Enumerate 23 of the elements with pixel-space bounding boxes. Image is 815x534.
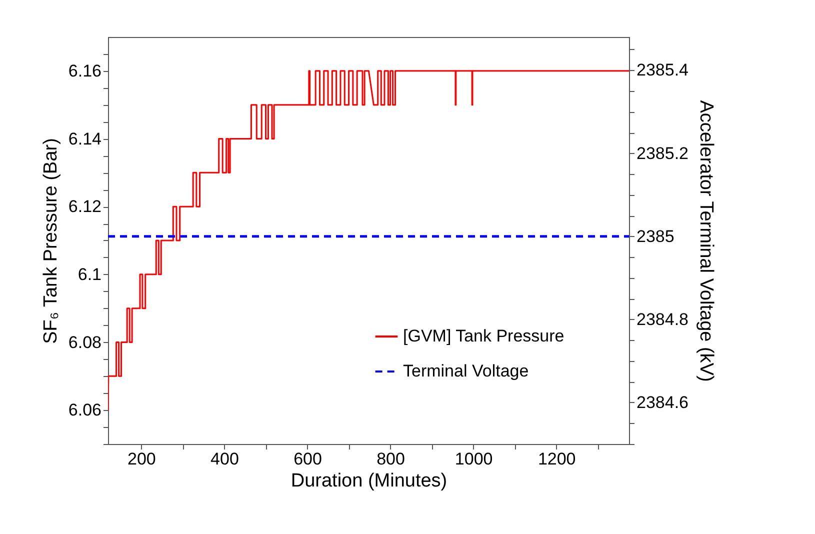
x-tick-label: 400	[210, 450, 239, 468]
y-tick-label: 6.06	[68, 400, 102, 420]
x-tick-label: 1200	[538, 450, 576, 468]
legend-label: Terminal Voltage	[403, 362, 529, 380]
y2-tick-label: 2384.6	[636, 392, 688, 412]
y2-tick-label: 2385	[636, 226, 674, 246]
y-tick-label: 6.16	[68, 61, 102, 80]
line-series	[108, 70, 629, 411]
x-tick-label: 600	[294, 450, 322, 468]
y-tick-label: 6.12	[68, 197, 102, 216]
legend-label: [GVM] Tank Pressure	[403, 326, 564, 346]
y2-tick-label: 2385.4	[636, 60, 688, 80]
x-axis-title: Duration (Minutes)	[290, 470, 448, 492]
y-axis-title: SF₆ Tank Pressure (Bar)	[40, 138, 62, 344]
y2-axis-title: Accelerator Terminal Voltage (kV)	[695, 100, 716, 382]
y2-tick-label: 2384.8	[636, 310, 688, 329]
y-tick-label: 6.1	[78, 264, 102, 284]
y-tick-label: 6.14	[68, 129, 102, 148]
x-tick-label: 800	[376, 450, 405, 468]
x-tick-label: 200	[128, 450, 156, 468]
x-tick-label: 1000	[454, 450, 493, 468]
y2-tick-label: 2385.2	[636, 144, 688, 163]
y-tick-label: 6.08	[68, 332, 102, 352]
